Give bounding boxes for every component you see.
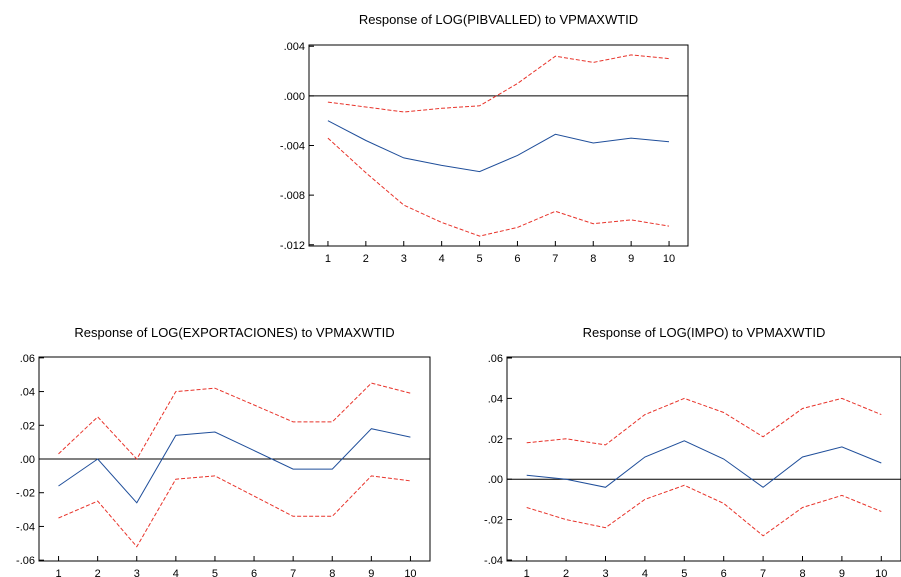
x-tick-label: 2 <box>95 568 101 577</box>
x-tick-label: 3 <box>134 568 140 577</box>
x-tick-label: 7 <box>290 568 296 577</box>
x-tick-label: 5 <box>212 568 218 577</box>
x-tick-label: 7 <box>760 568 766 577</box>
impo-response-chart: Response of LOG(IMPO) to VPMAXWTID .06 .0… <box>484 325 901 577</box>
y-tick-label: .04 <box>488 393 503 405</box>
y-tick-label: -.008 <box>280 190 305 202</box>
chart-title: Response of LOG(IMPO) to VPMAXWTID <box>583 325 826 340</box>
x-tick-label: 4 <box>439 253 445 265</box>
upper-band-line <box>526 397 882 446</box>
y-tick-label: .00 <box>488 474 503 486</box>
y-tick-label: -.004 <box>280 141 305 153</box>
lower-band-line <box>526 484 882 537</box>
y-tick-label: -.04 <box>484 555 503 567</box>
x-tick-label: 2 <box>563 568 569 577</box>
y-tick-label: -.012 <box>280 240 305 252</box>
x-tick-label: 5 <box>681 568 687 577</box>
pibvalled-response-chart: Response of LOG(PIBVALLED) to VPMAXWTID … <box>280 12 689 265</box>
plot-frame <box>506 356 901 562</box>
x-tick-label: 8 <box>329 568 335 577</box>
x-tick-label: 4 <box>642 568 648 577</box>
x-tick-label: 10 <box>404 568 416 577</box>
y-tick-label: -.02 <box>484 515 503 527</box>
x-tick-label: 10 <box>875 568 887 577</box>
y-tick-label: .06 <box>488 353 503 365</box>
y-tick-label: -.04 <box>16 521 35 533</box>
x-tick-label: 4 <box>173 568 179 577</box>
x-tick-label: 7 <box>552 253 558 265</box>
plot-frame <box>308 44 689 247</box>
x-tick-label: 1 <box>55 568 61 577</box>
lower-band-line <box>58 475 411 548</box>
x-tick-label: 6 <box>721 568 727 577</box>
x-tick-label: 1 <box>325 253 331 265</box>
x-tick-label: 3 <box>602 568 608 577</box>
chart-title: Response of LOG(PIBVALLED) to VPMAXWTID <box>359 12 638 27</box>
x-tick-label: 8 <box>590 253 596 265</box>
x-tick-label: 8 <box>799 568 805 577</box>
y-tick-label: .004 <box>284 41 305 53</box>
exportaciones-response-chart: Response of LOG(EXPORTACIONES) to VPMAXW… <box>16 325 431 577</box>
x-tick-label: 9 <box>368 568 374 577</box>
x-tick-label: 6 <box>251 568 257 577</box>
upper-band-line <box>58 382 411 460</box>
y-tick-label: .02 <box>20 420 35 432</box>
upper-band-line <box>327 54 670 113</box>
y-tick-label: .02 <box>488 434 503 446</box>
y-tick-label: .000 <box>284 91 305 103</box>
y-tick-label: -.06 <box>16 555 35 567</box>
y-tick-label: .00 <box>20 454 35 466</box>
response-line <box>526 440 882 488</box>
x-tick-label: 9 <box>839 568 845 577</box>
response-line <box>327 120 670 173</box>
lower-band-line <box>327 137 670 237</box>
x-tick-label: 1 <box>524 568 530 577</box>
x-tick-label: 3 <box>401 253 407 265</box>
x-tick-label: 9 <box>628 253 634 265</box>
chart-title: Response of LOG(EXPORTACIONES) to VPMAXW… <box>74 325 394 340</box>
response-line <box>58 428 411 504</box>
y-tick-label: .04 <box>20 387 35 399</box>
y-tick-label: -.02 <box>16 488 35 500</box>
x-tick-label: 10 <box>663 253 675 265</box>
x-tick-label: 5 <box>476 253 482 265</box>
x-tick-label: 2 <box>363 253 369 265</box>
x-tick-label: 6 <box>514 253 520 265</box>
y-tick-label: .06 <box>20 353 35 365</box>
